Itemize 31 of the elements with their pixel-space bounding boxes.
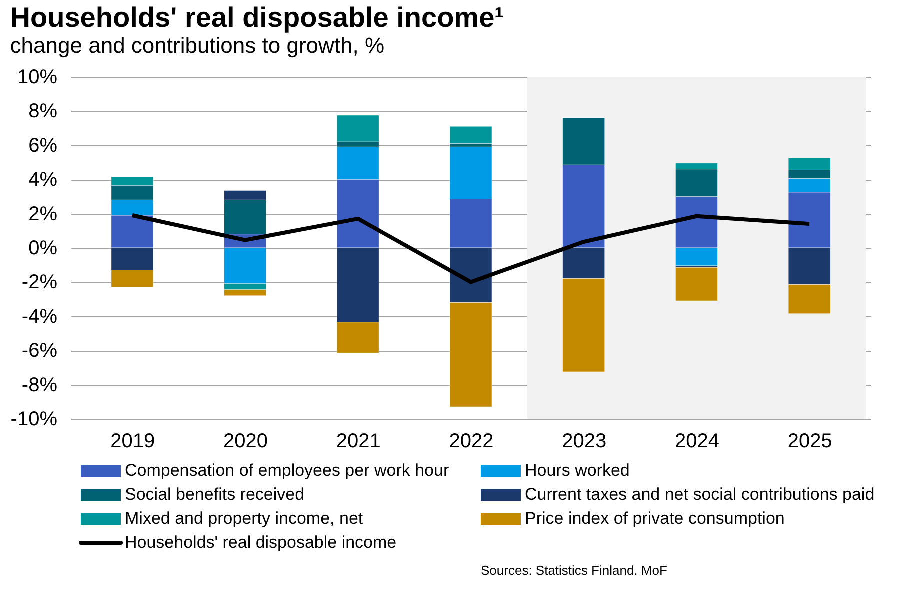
x-tick-label: 2019 xyxy=(110,430,156,452)
x-tick-label: 2022 xyxy=(449,430,494,452)
x-tick-label: 2024 xyxy=(674,430,720,452)
bar xyxy=(450,126,492,144)
y-tick-label: -2% xyxy=(22,272,58,294)
legend-label: Households' real disposable income xyxy=(125,533,397,552)
chart-title: Households' real disposable income¹ xyxy=(10,2,504,33)
y-tick-label: -4% xyxy=(22,306,58,328)
y-tick-label: 2% xyxy=(28,203,58,226)
legend-label: Price index of private consumption xyxy=(525,509,785,528)
bar xyxy=(675,267,718,302)
y-tick-label: 8% xyxy=(28,100,58,123)
chart-subtitle: change and contributions to growth, % xyxy=(10,33,385,58)
y-tick-label: -6% xyxy=(22,340,58,362)
legend-label: Current taxes and net social contributions paid xyxy=(525,485,875,504)
y-tick-label: 0% xyxy=(28,238,58,260)
y-tick-label: -8% xyxy=(22,374,58,396)
line-series xyxy=(130,214,812,284)
legend-label: Hours worked xyxy=(525,461,630,480)
x-tick-label: 2025 xyxy=(788,430,832,452)
y-tick-label: -10% xyxy=(10,408,58,430)
x-tick-label: 2021 xyxy=(336,430,381,452)
legend-label: Compensation of employees per work hour xyxy=(125,461,450,480)
legend-label: Mixed and property income, net xyxy=(125,509,364,528)
legend-label: Social benefits received xyxy=(125,485,305,504)
y-tick-label: 6% xyxy=(28,134,58,157)
y-tick-label: 10% xyxy=(17,66,58,88)
x-tick-label: 2023 xyxy=(562,430,607,452)
y-tick-label: 4% xyxy=(28,169,58,192)
source-note: Sources: Statistics Finland. MoF xyxy=(481,563,668,578)
x-tick-label: 2020 xyxy=(224,430,268,452)
